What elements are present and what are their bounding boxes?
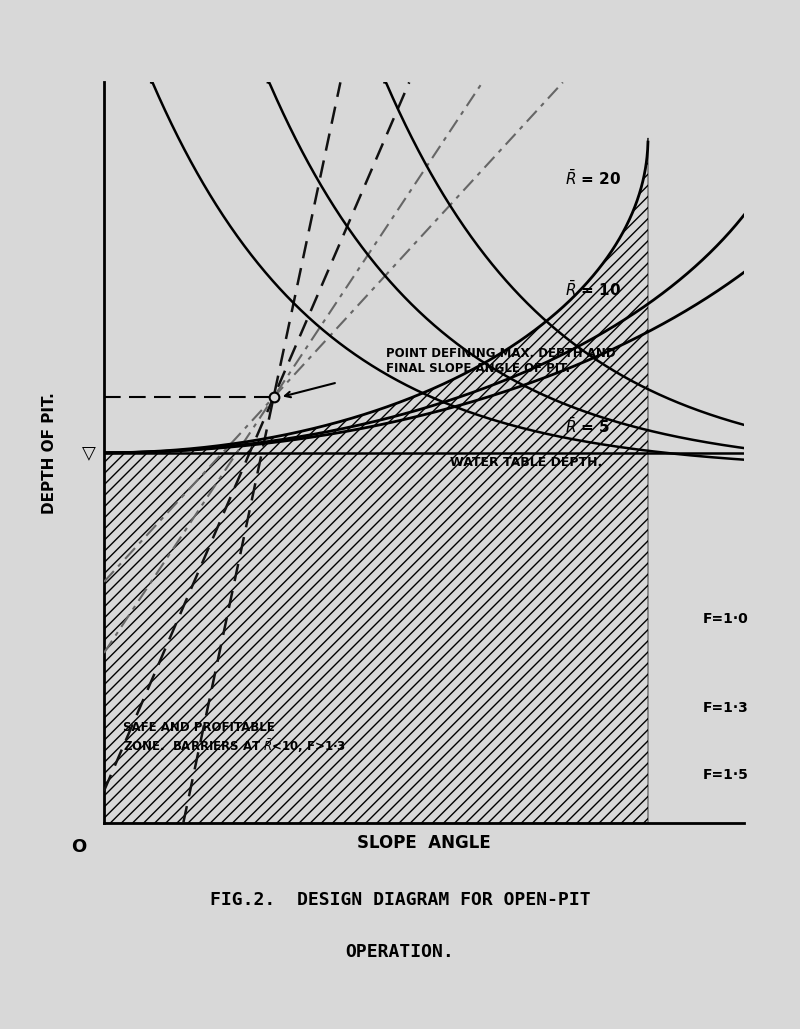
X-axis label: SLOPE  ANGLE: SLOPE ANGLE	[357, 835, 491, 852]
Text: FIG.2.  DESIGN DIAGRAM FOR OPEN-PIT: FIG.2. DESIGN DIAGRAM FOR OPEN-PIT	[210, 891, 590, 910]
Text: POINT DEFINING MAX. DEPTH AND
FINAL SLOPE ANGLE OF PIT.: POINT DEFINING MAX. DEPTH AND FINAL SLOP…	[386, 347, 615, 375]
Text: F=1·3: F=1·3	[702, 702, 748, 715]
Text: WATER TABLE DEPTH.: WATER TABLE DEPTH.	[450, 456, 602, 469]
Text: ▽: ▽	[82, 443, 96, 462]
Text: F=1·0: F=1·0	[702, 612, 748, 627]
Text: O: O	[70, 838, 86, 856]
Text: $\bar{R}$ = 10: $\bar{R}$ = 10	[565, 280, 622, 299]
Text: F=1·5: F=1·5	[702, 768, 748, 782]
Text: $\bar{R}$ = 5: $\bar{R}$ = 5	[565, 418, 610, 436]
Text: $\bar{R}$ = 20: $\bar{R}$ = 20	[565, 169, 622, 188]
Text: SAFE AND PROFITABLE
ZONE.  BARRIERS AT $\bar{R}$<10, F>1·3: SAFE AND PROFITABLE ZONE. BARRIERS AT $\…	[123, 721, 346, 754]
Text: DEPTH OF PIT.: DEPTH OF PIT.	[42, 392, 57, 513]
Text: OPERATION.: OPERATION.	[346, 943, 454, 961]
